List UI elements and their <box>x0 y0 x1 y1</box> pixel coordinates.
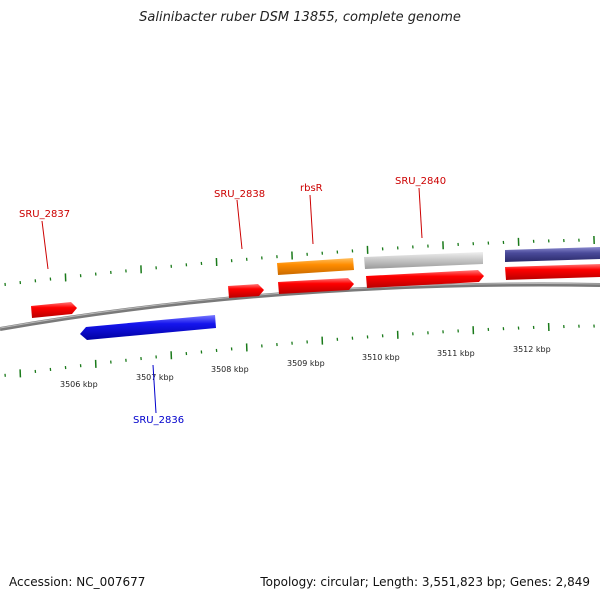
accession-text: Accession: NC_007677 <box>9 575 146 589</box>
rrna-feature-rbsr[interactable] <box>277 258 354 275</box>
scale-label: 3511 kbp <box>437 349 475 358</box>
scale-label: 3509 kbp <box>287 359 325 368</box>
label-leader-sru-2840 <box>418 187 423 239</box>
gene-sru-2837-arrow[interactable] <box>31 302 77 318</box>
gene-label-sru-2837[interactable]: SRU_2837 <box>19 209 70 220</box>
outer-tick-row <box>4 236 595 286</box>
purple-feature[interactable] <box>505 247 600 262</box>
label-leader-sru-2837 <box>41 220 49 270</box>
gene-sru-2836-arrow[interactable] <box>80 315 216 340</box>
gene-label-sru-2840[interactable]: SRU_2840 <box>395 176 446 187</box>
label-leader-sru-2838 <box>236 199 243 250</box>
topology-text: Topology: circular; Length: 3,551,823 bp… <box>260 575 590 589</box>
genome-backbone <box>0 282 600 331</box>
label-leader-sru-2836 <box>152 364 157 414</box>
gene-label-sru-2838[interactable]: SRU_2838 <box>214 189 265 200</box>
map-title: Salinibacter ruber DSM 13855, complete g… <box>139 10 461 25</box>
scale-label: 3507 kbp <box>136 373 174 382</box>
scale-label: 3506 kbp <box>60 380 98 389</box>
scale-label: 3508 kbp <box>211 365 249 374</box>
gene-label-sru-2836[interactable]: SRU_2836 <box>133 415 184 426</box>
scale-label: 3512 kbp <box>513 345 551 354</box>
gene-forward-arrow[interactable] <box>366 270 484 288</box>
grey-feature-sru-2840[interactable] <box>364 252 483 269</box>
gene-forward-arrow[interactable] <box>505 264 600 280</box>
gene-rbsr-arrow[interactable] <box>278 278 354 294</box>
label-leader-rbsr <box>309 194 314 245</box>
scale-label: 3510 kbp <box>362 353 400 362</box>
gene-label-rbsr[interactable]: rbsR <box>300 183 323 194</box>
inner-tick-row <box>4 322 595 378</box>
gene-sru-2838-arrow[interactable] <box>228 284 264 298</box>
